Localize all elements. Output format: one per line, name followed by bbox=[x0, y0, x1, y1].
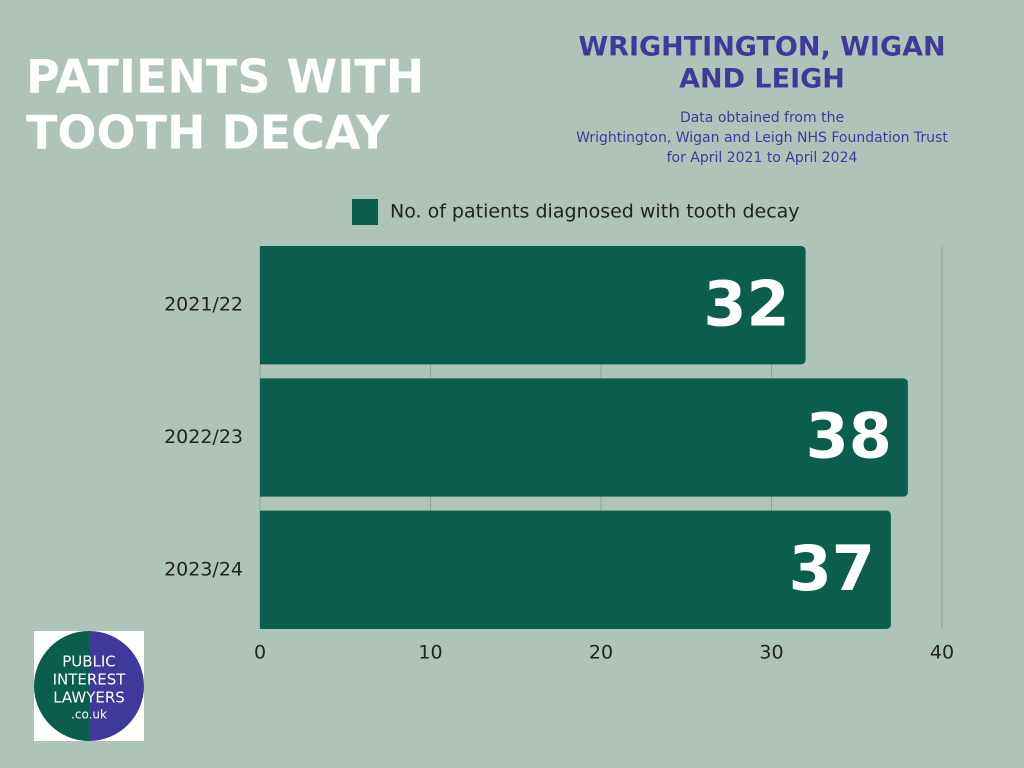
bar bbox=[260, 246, 806, 365]
logo-text: PUBLIC bbox=[62, 653, 116, 671]
logo-text: .co.uk bbox=[71, 708, 107, 722]
subtitle: Wrightington, Wigan and Leigh NHS Founda… bbox=[576, 130, 948, 146]
chart-title: PATIENTS WITH bbox=[26, 50, 424, 104]
data-label: 37 bbox=[789, 532, 875, 605]
legend-swatch bbox=[352, 199, 378, 225]
region-title: WRIGHTINGTON, WIGAN bbox=[578, 32, 945, 63]
bar bbox=[260, 378, 908, 497]
logo-text: INTEREST bbox=[53, 671, 127, 689]
legend-label: No. of patients diagnosed with tooth dec… bbox=[390, 201, 800, 223]
x-tick-label: 0 bbox=[254, 642, 266, 664]
x-tick-label: 30 bbox=[759, 642, 783, 664]
region-title: AND LEIGH bbox=[679, 64, 845, 95]
logo: PUBLIC INTEREST LAWYERS .co.uk bbox=[34, 631, 144, 741]
y-tick-label: 2022/23 bbox=[164, 426, 243, 448]
logo-half bbox=[34, 631, 89, 741]
x-tick-label: 10 bbox=[418, 642, 442, 664]
x-tick-label: 20 bbox=[589, 642, 613, 664]
bar bbox=[260, 510, 891, 629]
subtitle: Data obtained from the bbox=[680, 110, 844, 126]
chart-title: TOOTH DECAY bbox=[26, 106, 390, 160]
y-tick-label: 2023/24 bbox=[164, 558, 243, 580]
data-label: 32 bbox=[703, 267, 789, 340]
logo-half bbox=[89, 631, 144, 741]
logo-text: LAWYERS bbox=[53, 689, 125, 707]
data-label: 38 bbox=[806, 400, 892, 473]
x-tick-label: 40 bbox=[930, 642, 954, 664]
subtitle: for April 2021 to April 2024 bbox=[667, 150, 858, 166]
y-tick-label: 2021/22 bbox=[164, 294, 243, 316]
